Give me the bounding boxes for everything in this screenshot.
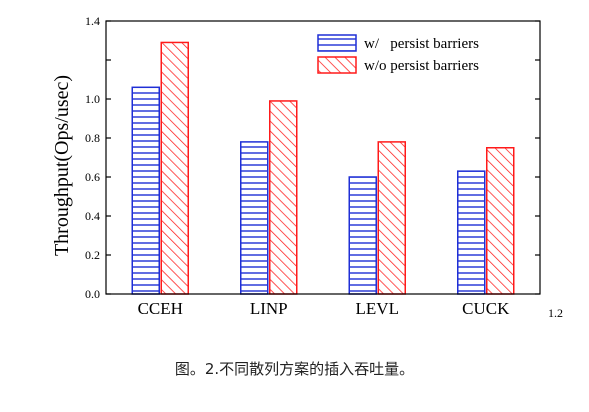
x-tick-label: CCEH xyxy=(138,299,183,318)
axes-layer: CCEH LINP LEVL CUCK 0.0 0.2 0.4 0.6 0.8 1.0 1.4 1.2… xyxy=(51,14,563,320)
y-tick-label: 0.6 xyxy=(85,170,100,184)
y-axis-label: Throughput(Ops/usec) xyxy=(51,75,73,256)
legend-label-1: w/ persist barriers xyxy=(364,36,479,52)
bar-linp-series-2 xyxy=(269,100,298,295)
y-tick-label: 1.0 xyxy=(85,92,100,106)
bars-layer xyxy=(131,41,515,295)
legend-swatch-1 xyxy=(317,34,357,52)
legend-label-2: w/o persist barriers xyxy=(364,58,479,74)
y-tick-label: 1.4 xyxy=(85,14,100,28)
bar-levl-series-2 xyxy=(377,141,406,295)
figure-caption: 图。2.不同散列方案的插入吞吐量。 xyxy=(174,360,415,378)
bar-cceh-series-1 xyxy=(131,86,160,295)
plot-frame xyxy=(105,20,541,295)
y-tick-label: 0.8 xyxy=(85,131,100,145)
extra-tick-label: 1.2 xyxy=(548,306,563,320)
bar-levl-series-1 xyxy=(348,176,377,295)
bar-cceh-series-2 xyxy=(160,41,189,295)
legend: w/ persist barriers w/o persist barriers xyxy=(317,34,479,74)
y-tick-label: 0.0 xyxy=(85,287,100,301)
bar-cuck-series-2 xyxy=(486,147,515,295)
x-tick-label: CUCK xyxy=(462,299,510,318)
y-tick-label: 0.2 xyxy=(85,248,100,262)
x-tick-label: LINP xyxy=(250,299,288,318)
x-tick-label: LEVL xyxy=(356,299,399,318)
bar-cuck-series-1 xyxy=(457,170,486,295)
legend-swatch-2 xyxy=(317,56,357,74)
y-tick-label: 0.4 xyxy=(85,209,100,223)
bar-linp-series-1 xyxy=(240,141,269,295)
